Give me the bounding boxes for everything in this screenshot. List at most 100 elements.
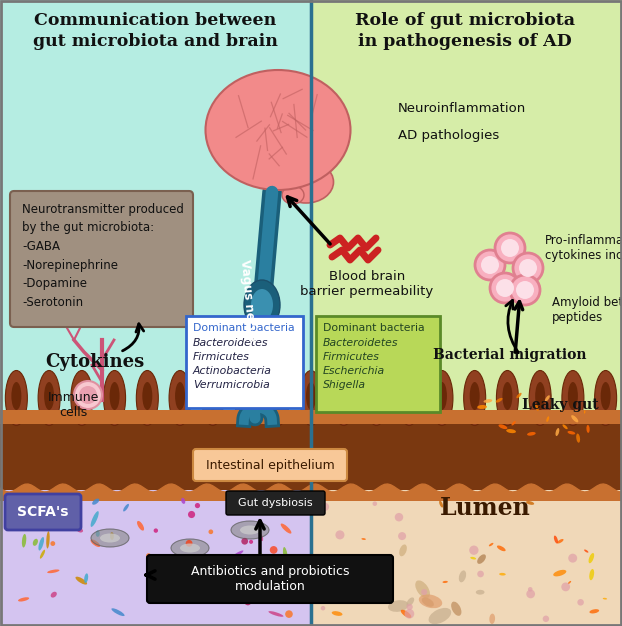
Ellipse shape: [281, 523, 292, 533]
Ellipse shape: [175, 382, 185, 410]
Ellipse shape: [100, 533, 120, 543]
Circle shape: [241, 538, 248, 545]
Ellipse shape: [601, 382, 611, 410]
Circle shape: [237, 565, 242, 570]
Ellipse shape: [71, 371, 93, 426]
Ellipse shape: [442, 581, 448, 583]
Circle shape: [197, 568, 201, 573]
Ellipse shape: [240, 525, 260, 535]
Text: Amyloid beta
peptides: Amyloid beta peptides: [552, 296, 622, 324]
Circle shape: [475, 250, 505, 280]
Circle shape: [154, 528, 158, 533]
Ellipse shape: [419, 595, 442, 608]
Text: Immune
cells: Immune cells: [47, 391, 99, 419]
Ellipse shape: [77, 382, 87, 410]
Ellipse shape: [529, 371, 551, 426]
Circle shape: [160, 580, 167, 587]
Ellipse shape: [535, 382, 545, 410]
Ellipse shape: [136, 371, 159, 426]
Ellipse shape: [46, 531, 50, 548]
Ellipse shape: [171, 539, 209, 557]
Ellipse shape: [404, 382, 414, 410]
Ellipse shape: [371, 382, 381, 410]
Text: Bacteroidetes
Firmicutes
Escherichia
Shigella: Bacteroidetes Firmicutes Escherichia Shi…: [323, 338, 399, 390]
Ellipse shape: [415, 580, 430, 598]
Circle shape: [270, 546, 277, 554]
Ellipse shape: [401, 610, 411, 618]
Text: Dominant bacteria: Dominant bacteria: [323, 323, 425, 333]
Ellipse shape: [306, 382, 316, 410]
Ellipse shape: [300, 371, 322, 426]
Circle shape: [323, 594, 330, 600]
Text: Role of gut microbiota
in pathogenesis of AD: Role of gut microbiota in pathogenesis o…: [355, 12, 575, 50]
Circle shape: [321, 606, 325, 610]
Circle shape: [321, 503, 329, 511]
Text: Lumen: Lumen: [440, 496, 531, 520]
Text: Vagus nerve: Vagus nerve: [238, 259, 258, 341]
Ellipse shape: [439, 501, 443, 508]
Ellipse shape: [339, 382, 349, 410]
Ellipse shape: [44, 382, 54, 410]
Ellipse shape: [40, 550, 45, 558]
Ellipse shape: [451, 602, 462, 616]
Bar: [311, 490, 622, 626]
Ellipse shape: [553, 570, 567, 577]
Ellipse shape: [260, 534, 263, 541]
Circle shape: [244, 598, 251, 605]
Circle shape: [249, 540, 253, 544]
Ellipse shape: [202, 371, 224, 426]
FancyBboxPatch shape: [226, 491, 325, 515]
Circle shape: [481, 256, 499, 274]
Ellipse shape: [388, 600, 409, 612]
Bar: [0, 410, 622, 424]
Ellipse shape: [562, 424, 568, 429]
Ellipse shape: [568, 581, 571, 584]
Ellipse shape: [217, 558, 224, 570]
Ellipse shape: [422, 597, 434, 607]
Circle shape: [510, 275, 540, 305]
Circle shape: [542, 615, 549, 622]
Circle shape: [373, 501, 377, 506]
Ellipse shape: [588, 553, 594, 563]
Ellipse shape: [545, 395, 550, 401]
Text: Cytokines: Cytokines: [45, 353, 145, 371]
Text: AD pathologies: AD pathologies: [398, 128, 499, 141]
Ellipse shape: [282, 186, 304, 204]
Ellipse shape: [332, 611, 343, 616]
Bar: [0, 490, 311, 626]
Circle shape: [528, 587, 532, 592]
Circle shape: [516, 281, 534, 299]
Ellipse shape: [406, 597, 414, 607]
Ellipse shape: [269, 611, 284, 617]
Text: Dominant bacteria: Dominant bacteria: [193, 323, 295, 333]
FancyBboxPatch shape: [147, 555, 393, 603]
Ellipse shape: [39, 537, 44, 550]
Ellipse shape: [244, 280, 280, 330]
Circle shape: [349, 578, 357, 586]
Ellipse shape: [234, 371, 256, 426]
Circle shape: [395, 513, 403, 521]
Circle shape: [208, 530, 213, 534]
Ellipse shape: [470, 557, 476, 560]
Ellipse shape: [256, 553, 262, 558]
Text: Bacteroidetes
Firmicutes
Actinobacteria
Verrumicrobia: Bacteroidetes Firmicutes Actinobacteria …: [193, 338, 272, 390]
Text: Gut dysbiosis: Gut dysbiosis: [238, 498, 312, 508]
Ellipse shape: [477, 405, 487, 409]
Ellipse shape: [43, 497, 46, 511]
Ellipse shape: [496, 371, 518, 426]
Ellipse shape: [603, 598, 607, 600]
Ellipse shape: [431, 371, 453, 426]
Ellipse shape: [526, 501, 534, 505]
Ellipse shape: [476, 590, 485, 595]
FancyBboxPatch shape: [10, 191, 193, 327]
Circle shape: [146, 553, 151, 558]
Circle shape: [577, 599, 584, 605]
Ellipse shape: [503, 382, 513, 410]
Ellipse shape: [279, 161, 333, 203]
Ellipse shape: [91, 540, 100, 547]
Ellipse shape: [587, 425, 590, 433]
Text: Communication between
gut microbiota and brain: Communication between gut microbiota and…: [32, 12, 277, 50]
Ellipse shape: [459, 570, 466, 582]
Ellipse shape: [590, 609, 599, 613]
Ellipse shape: [267, 371, 289, 426]
